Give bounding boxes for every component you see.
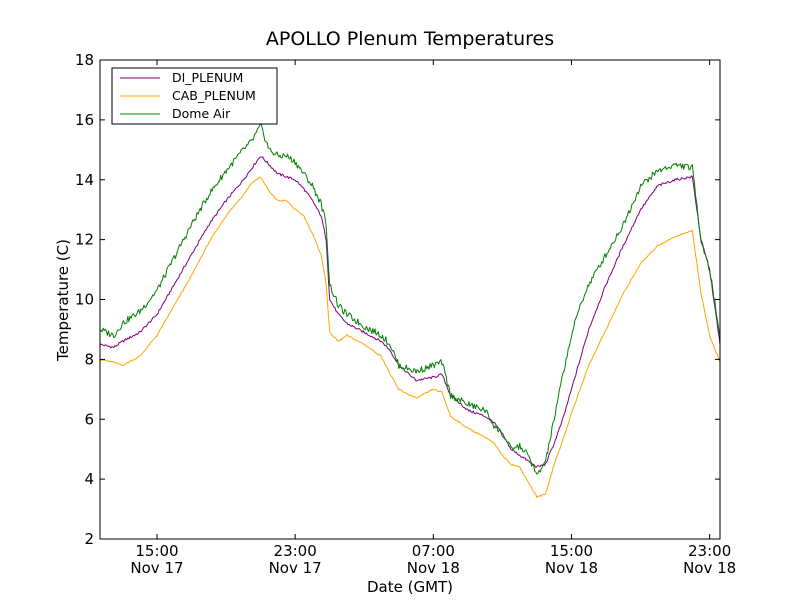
- plot-background: [100, 60, 720, 539]
- series-layer: [99, 123, 721, 499]
- y-tick-label: 8: [84, 350, 94, 368]
- x-tick-date-label: Nov 18: [407, 559, 460, 577]
- y-tick-label: 12: [75, 231, 94, 249]
- y-tick-label: 2: [84, 530, 94, 548]
- x-axis-label: Date (GMT): [367, 578, 453, 596]
- legend-label: CAB_PLENUM: [172, 88, 256, 103]
- legend-label: Dome Air: [172, 106, 231, 121]
- legend-label: DI_PLENUM: [172, 70, 243, 85]
- x-tick-date-label: Nov 17: [130, 559, 183, 577]
- y-tick-label: 4: [84, 470, 94, 488]
- y-axis-label: Temperature (C): [54, 239, 72, 362]
- x-tick-time-label: 15:00: [135, 542, 178, 560]
- y-axis: 2 4 6 8 10 12 14 16 18: [75, 51, 720, 548]
- series-line-di-plenum: [99, 156, 721, 468]
- y-tick-label: 18: [75, 51, 94, 69]
- series-line-cab-plenum: [99, 176, 721, 499]
- x-tick-time-label: 07:00: [412, 542, 455, 560]
- x-tick-time-label: 15:00: [550, 542, 593, 560]
- x-tick-date-label: Nov 18: [545, 559, 598, 577]
- x-tick-date-label: Nov 17: [269, 559, 322, 577]
- y-tick-label: 10: [75, 291, 94, 309]
- y-tick-label: 16: [75, 111, 94, 129]
- legend: DI_PLENUM CAB_PLENUM Dome Air: [111, 67, 278, 125]
- x-tick-date-label: Nov 18: [683, 559, 736, 577]
- y-tick-label: 6: [84, 410, 94, 428]
- plot-area: [99, 59, 721, 540]
- x-tick-time-label: 23:00: [274, 542, 317, 560]
- y-tick-label: 14: [75, 171, 94, 189]
- x-tick-time-label: 23:00: [688, 542, 731, 560]
- chart-title: APOLLO Plenum Temperatures: [266, 28, 554, 50]
- series-line-dome-air: [99, 123, 721, 475]
